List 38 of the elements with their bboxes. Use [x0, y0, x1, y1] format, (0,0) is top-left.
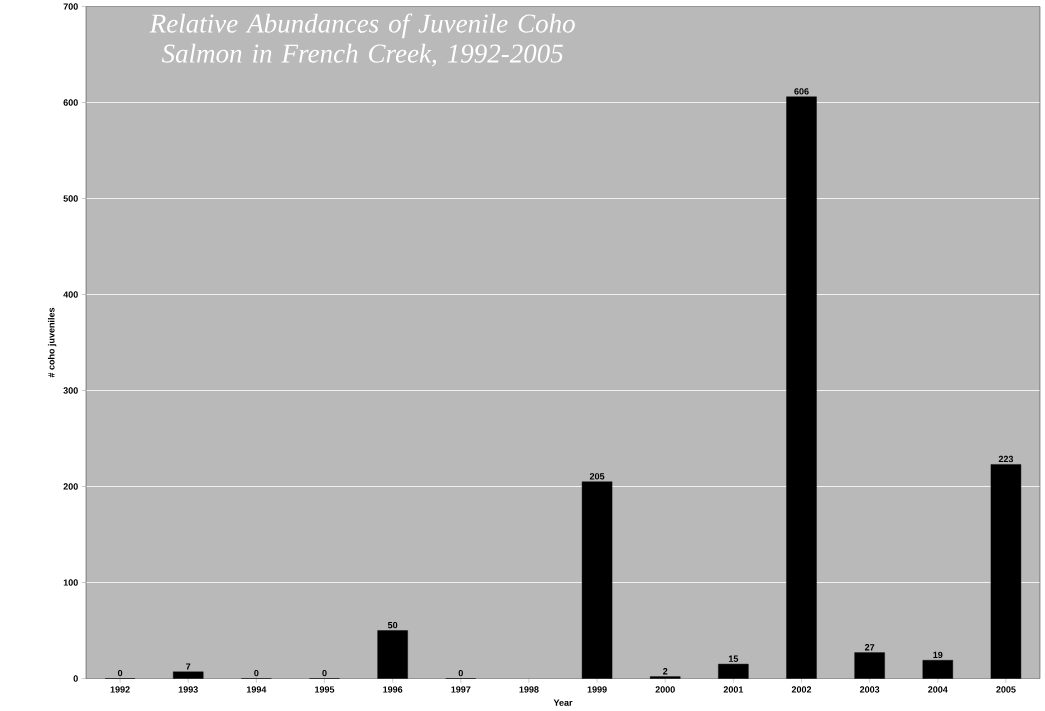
data-label: 19: [933, 651, 943, 659]
y-tick-label: 400: [63, 291, 78, 298]
y-tick-label: 100: [63, 579, 78, 586]
x-axis-title: Year: [553, 699, 573, 707]
y-tick-label: 700: [63, 3, 78, 10]
data-label: 0: [117, 670, 123, 677]
x-tick-label: 1995: [315, 686, 335, 693]
y-axis-title: # coho juveniles: [47, 308, 57, 378]
data-label: 223: [998, 456, 1014, 463]
data-label: 606: [794, 88, 809, 95]
x-tick-label: 2000: [655, 686, 675, 693]
x-tick-label: 1996: [383, 686, 403, 693]
x-tick-label: 2005: [996, 686, 1016, 693]
data-label: 205: [589, 473, 605, 480]
data-label: 27: [864, 644, 875, 651]
x-tick-label: 2001: [723, 686, 744, 693]
data-label: 0: [254, 670, 259, 677]
data-label: 7: [186, 663, 191, 670]
text: Relative Abundances of Juvenile Coho Salmon in French Creek, 1992-2005: [149, 13, 575, 67]
x-tick-label: 1999: [587, 686, 607, 693]
data-label: 2: [663, 668, 668, 675]
x-tick-label: 2002: [791, 686, 812, 693]
x-tick-label: 1993: [178, 686, 198, 693]
x-tick-label: 1997: [451, 686, 471, 693]
data-label: 15: [728, 655, 739, 663]
x-tick-label: 2003: [859, 686, 880, 693]
y-tick-label: 0: [73, 675, 78, 682]
x-tick-label: 1992: [110, 686, 130, 693]
x-tick-label: 1998: [519, 686, 539, 693]
data-label: 50: [387, 622, 398, 629]
data-label: 0: [458, 670, 463, 677]
y-tick-label: 300: [63, 387, 78, 394]
y-tick-label: 500: [63, 195, 78, 202]
y-tick-label: 200: [63, 483, 78, 490]
x-tick-label: 1994: [246, 686, 267, 693]
data-label: 0: [322, 670, 327, 677]
y-tick-label: 600: [63, 99, 78, 106]
x-tick-label: 2004: [928, 686, 948, 693]
